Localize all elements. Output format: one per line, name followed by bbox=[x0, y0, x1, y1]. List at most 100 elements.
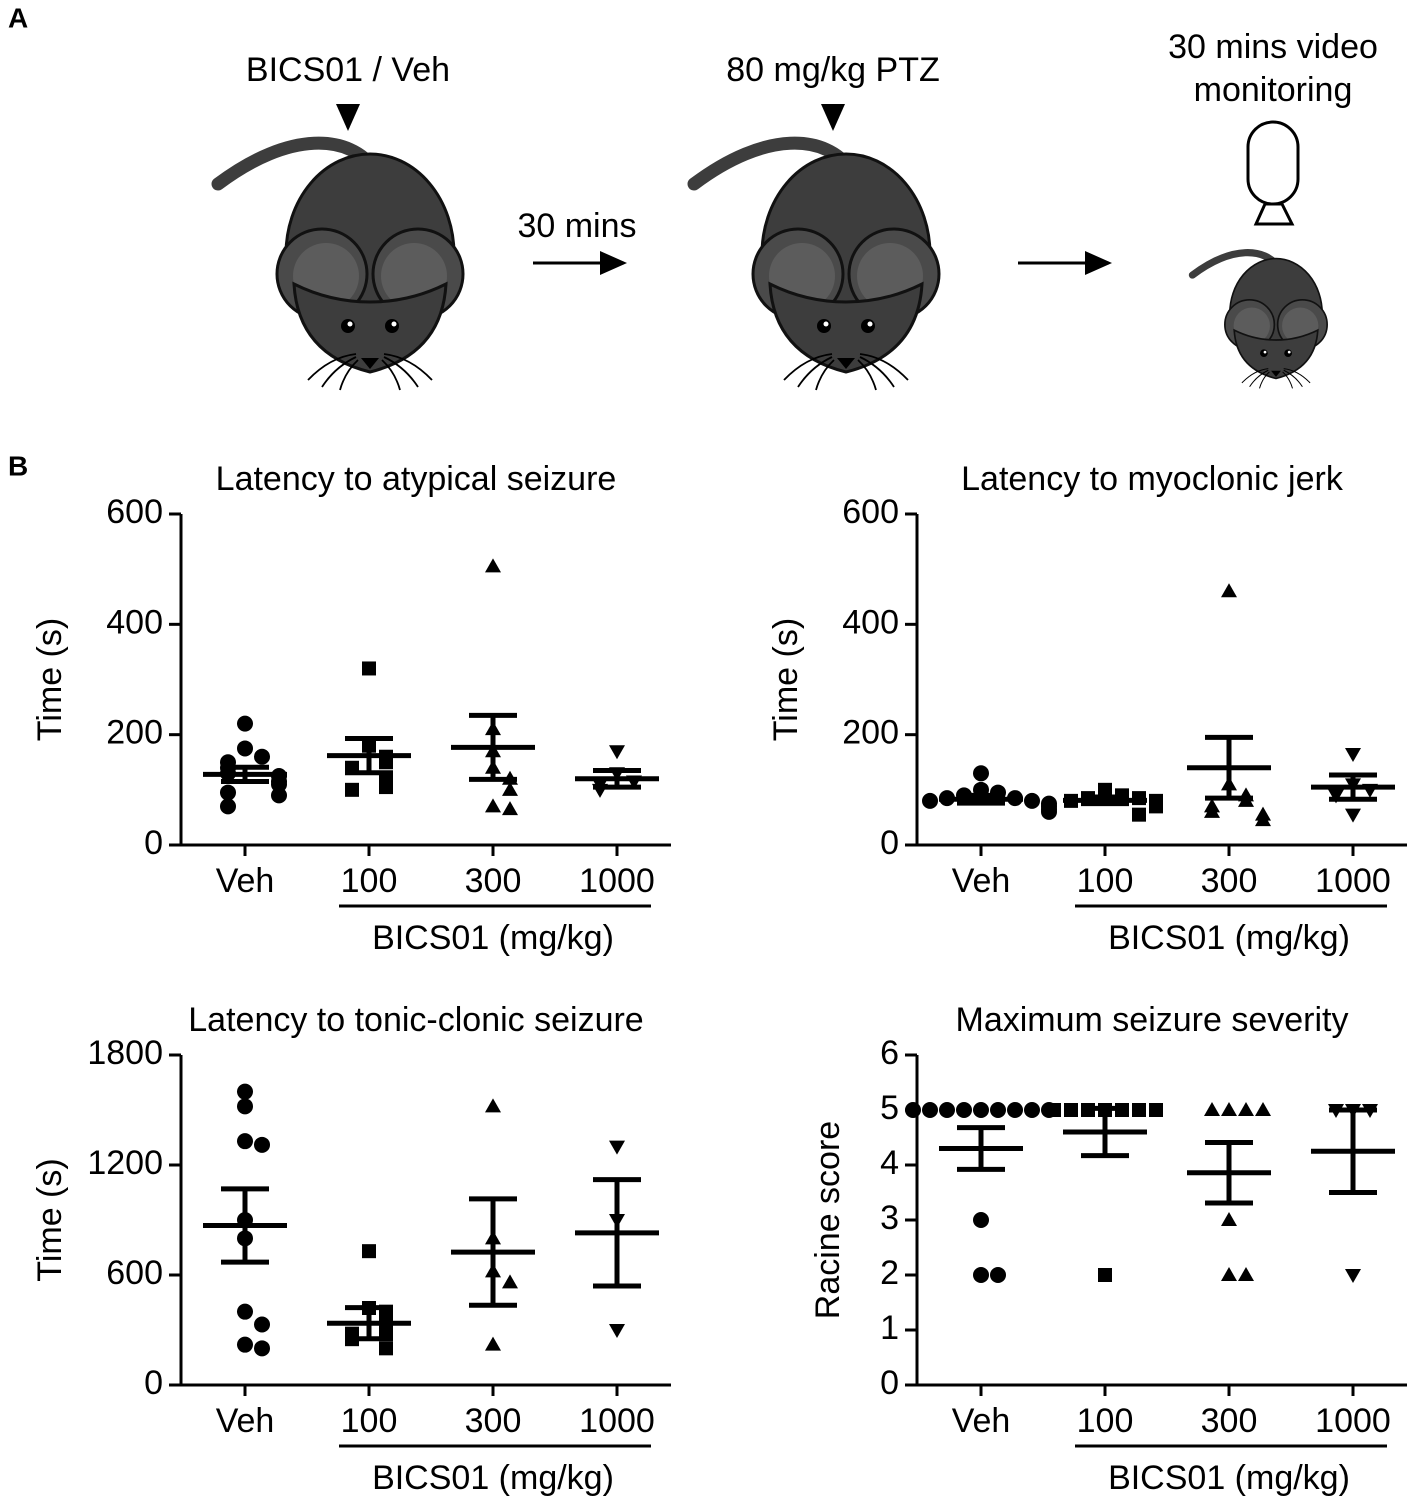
data-point bbox=[379, 1341, 393, 1356]
y-tick-label: 600 bbox=[106, 1254, 163, 1292]
data-point bbox=[1132, 807, 1146, 822]
y-tick-label: 0 bbox=[880, 824, 899, 862]
data-point bbox=[254, 1316, 270, 1333]
group-label: BICS01 (mg/kg) bbox=[372, 1459, 614, 1497]
y-tick-label: 400 bbox=[842, 603, 899, 641]
sem-bar bbox=[1081, 1105, 1129, 1159]
sem-bar bbox=[221, 1186, 269, 1265]
data-point bbox=[1047, 1103, 1061, 1117]
x-tick-label: 300 bbox=[465, 862, 522, 900]
data-point bbox=[485, 798, 501, 813]
data-point bbox=[502, 781, 518, 796]
data-point bbox=[220, 784, 236, 801]
y-tick-label: 5 bbox=[880, 1089, 899, 1127]
y-tick-label: 4 bbox=[880, 1144, 899, 1182]
y-tick-label: 0 bbox=[144, 824, 163, 862]
data-point bbox=[973, 1267, 989, 1283]
data-point bbox=[1345, 808, 1361, 823]
data-point bbox=[922, 792, 938, 809]
x-tick-label: 300 bbox=[465, 1402, 522, 1440]
y-axis-label: Time (s) bbox=[767, 618, 805, 741]
x-tick-label: 1000 bbox=[579, 862, 655, 900]
panel-label: A bbox=[8, 2, 28, 33]
y-tick-label: 600 bbox=[106, 493, 163, 531]
data-point bbox=[956, 1102, 972, 1118]
data-point bbox=[990, 1102, 1006, 1118]
data-point bbox=[1238, 1267, 1254, 1281]
data-point bbox=[237, 1133, 253, 1150]
data-point bbox=[1255, 1102, 1271, 1116]
data-point bbox=[1098, 1268, 1112, 1282]
data-point bbox=[1221, 583, 1237, 598]
data-point bbox=[1204, 1102, 1220, 1116]
data-point bbox=[609, 1140, 625, 1155]
data-point bbox=[1204, 803, 1220, 818]
data-point bbox=[1345, 747, 1361, 762]
data-point bbox=[237, 1098, 253, 1115]
y-tick-label: 1800 bbox=[87, 1034, 163, 1072]
data-point bbox=[502, 1274, 518, 1289]
data-point bbox=[345, 782, 359, 797]
data-point bbox=[379, 780, 393, 795]
data-point bbox=[379, 755, 393, 770]
sem-bar bbox=[469, 1196, 517, 1308]
sem-bar bbox=[593, 1177, 641, 1289]
data-point bbox=[237, 715, 253, 732]
sem-bar bbox=[221, 764, 269, 785]
chart-title: Latency to atypical seizure bbox=[216, 460, 617, 498]
data-point bbox=[1149, 799, 1163, 814]
data-point bbox=[271, 776, 287, 793]
data-point bbox=[1221, 1212, 1237, 1226]
data-point bbox=[254, 748, 270, 765]
data-point bbox=[939, 1102, 955, 1118]
step-label: monitoring bbox=[1194, 71, 1353, 109]
y-tick-label: 400 bbox=[106, 603, 163, 641]
data-point bbox=[502, 801, 518, 816]
group-label: BICS01 (mg/kg) bbox=[1108, 1459, 1350, 1497]
data-point bbox=[1149, 1103, 1163, 1117]
x-tick-label: 100 bbox=[1077, 862, 1134, 900]
data-point bbox=[271, 787, 287, 804]
sem-bar bbox=[469, 712, 517, 782]
x-tick-label: 100 bbox=[341, 1402, 398, 1440]
data-point bbox=[379, 1323, 393, 1337]
data-point bbox=[922, 1102, 938, 1118]
data-point bbox=[1024, 792, 1040, 809]
data-point bbox=[973, 1102, 989, 1118]
data-point bbox=[1024, 1102, 1040, 1118]
step-label: 30 mins video bbox=[1168, 28, 1378, 66]
y-tick-label: 600 bbox=[842, 493, 899, 531]
x-tick-label: 1000 bbox=[1315, 862, 1391, 900]
x-tick-label: Veh bbox=[952, 1402, 1011, 1440]
data-point bbox=[1098, 782, 1112, 797]
group-label: BICS01 (mg/kg) bbox=[372, 919, 614, 957]
chart-title: Maximum seizure severity bbox=[956, 1001, 1349, 1039]
data-point bbox=[973, 765, 989, 782]
data-point bbox=[990, 1267, 1006, 1283]
y-tick-label: 200 bbox=[842, 714, 899, 752]
sem-bar bbox=[593, 768, 641, 790]
x-tick-label: Veh bbox=[216, 862, 275, 900]
sem-bar bbox=[957, 792, 1005, 806]
data-point bbox=[1221, 1102, 1237, 1116]
sem-bar bbox=[1205, 734, 1253, 801]
sem-bar bbox=[345, 1305, 393, 1342]
y-axis-label: Racine score bbox=[809, 1121, 847, 1319]
x-tick-label: 300 bbox=[1201, 1402, 1258, 1440]
mouse bbox=[694, 143, 939, 390]
data-point bbox=[1345, 1269, 1361, 1283]
x-tick-label: 1000 bbox=[1315, 1402, 1391, 1440]
y-axis-label: Time (s) bbox=[31, 1158, 69, 1281]
y-tick-label: 200 bbox=[106, 714, 163, 752]
data-point bbox=[1328, 789, 1344, 804]
mouse bbox=[1192, 253, 1327, 389]
data-point bbox=[237, 1303, 253, 1320]
group-label: BICS01 (mg/kg) bbox=[1108, 919, 1350, 957]
sem-bar bbox=[1081, 794, 1129, 807]
data-point bbox=[1041, 803, 1057, 820]
sem-bar bbox=[957, 1125, 1005, 1172]
chart-title: Latency to tonic-clonic seizure bbox=[188, 1001, 643, 1039]
data-point bbox=[905, 1102, 921, 1118]
step-label: 80 mg/kg PTZ bbox=[726, 51, 940, 89]
